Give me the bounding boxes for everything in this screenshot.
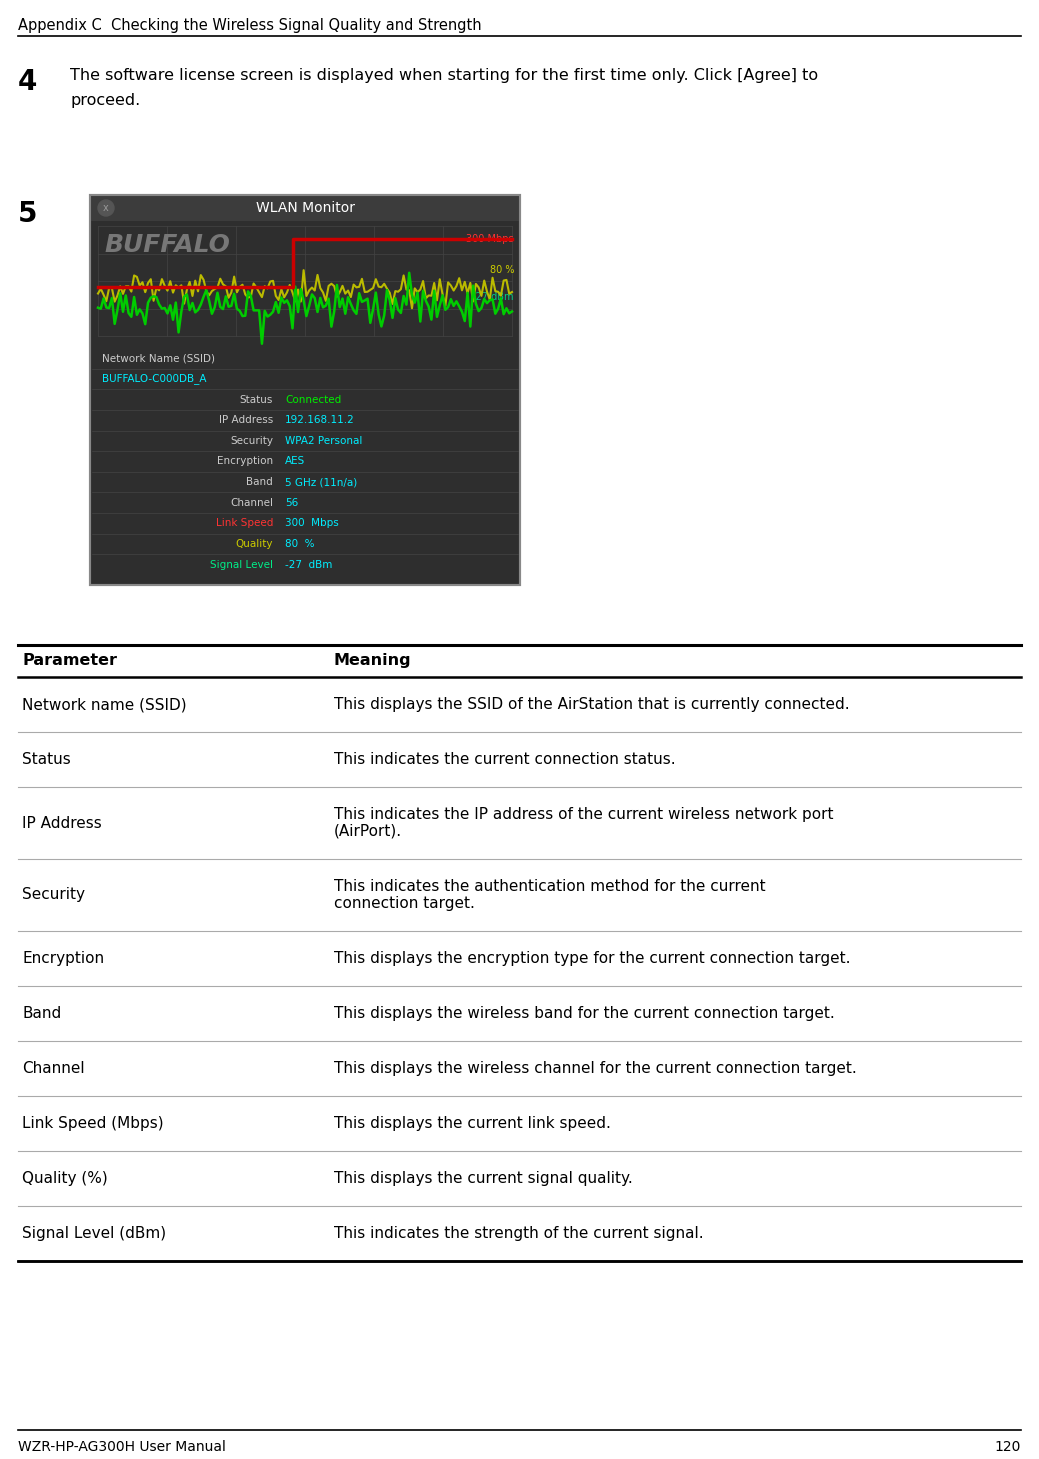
Text: 56: 56 xyxy=(285,498,298,508)
Text: Connected: Connected xyxy=(285,394,342,404)
Text: BUFFALO: BUFFALO xyxy=(104,233,230,257)
Text: 192.168.11.2: 192.168.11.2 xyxy=(285,416,355,425)
Text: WPA2 Personal: WPA2 Personal xyxy=(285,436,363,446)
Text: AES: AES xyxy=(285,457,305,467)
Text: This displays the wireless band for the current connection target.: This displays the wireless band for the … xyxy=(334,1007,834,1021)
Text: This displays the current link speed.: This displays the current link speed. xyxy=(334,1116,611,1131)
Text: This displays the current signal quality.: This displays the current signal quality… xyxy=(334,1172,633,1186)
Text: Link Speed: Link Speed xyxy=(216,518,273,528)
Text: Signal Level (dBm): Signal Level (dBm) xyxy=(22,1226,166,1242)
Text: proceed.: proceed. xyxy=(70,93,140,108)
Text: Link Speed (Mbps): Link Speed (Mbps) xyxy=(22,1116,163,1131)
Text: Status: Status xyxy=(240,394,273,404)
Text: Security: Security xyxy=(231,436,273,446)
Text: Encryption: Encryption xyxy=(217,457,273,467)
Text: This displays the wireless channel for the current connection target.: This displays the wireless channel for t… xyxy=(334,1061,857,1075)
Text: Status: Status xyxy=(22,751,71,767)
Text: This indicates the authentication method for the current: This indicates the authentication method… xyxy=(334,878,766,894)
Text: connection target.: connection target. xyxy=(334,896,475,910)
Text: This indicates the IP address of the current wireless network port: This indicates the IP address of the cur… xyxy=(334,807,833,821)
Text: This indicates the current connection status.: This indicates the current connection st… xyxy=(334,751,675,767)
Text: Quality (%): Quality (%) xyxy=(22,1172,108,1186)
Text: Parameter: Parameter xyxy=(22,654,117,668)
Text: IP Address: IP Address xyxy=(219,416,273,425)
Text: 300 Mbps: 300 Mbps xyxy=(467,235,514,244)
Text: Security: Security xyxy=(22,887,85,903)
Text: Quality: Quality xyxy=(236,538,273,549)
Text: Meaning: Meaning xyxy=(334,654,411,668)
Bar xyxy=(90,196,520,585)
Text: The software license screen is displayed when starting for the first time only. : The software license screen is displayed… xyxy=(70,69,818,83)
Text: (AirPort).: (AirPort). xyxy=(334,824,402,839)
Text: -27 dBm: -27 dBm xyxy=(473,292,514,302)
Text: 5 GHz (11n/a): 5 GHz (11n/a) xyxy=(285,477,357,487)
Text: This indicates the strength of the current signal.: This indicates the strength of the curre… xyxy=(334,1226,703,1242)
Text: Band: Band xyxy=(246,477,273,487)
Text: Network Name (SSID): Network Name (SSID) xyxy=(102,353,215,363)
Text: Network name (SSID): Network name (SSID) xyxy=(22,697,187,712)
Text: Channel: Channel xyxy=(231,498,273,508)
Text: x: x xyxy=(103,203,109,213)
Text: WLAN Monitor: WLAN Monitor xyxy=(256,201,354,214)
Text: Band: Band xyxy=(22,1007,61,1021)
Text: Appendix C  Checking the Wireless Signal Quality and Strength: Appendix C Checking the Wireless Signal … xyxy=(18,18,482,34)
Text: 120: 120 xyxy=(994,1440,1021,1455)
Text: Signal Level: Signal Level xyxy=(210,560,273,569)
Text: Channel: Channel xyxy=(22,1061,84,1075)
Bar xyxy=(90,196,520,585)
Text: 5: 5 xyxy=(18,200,37,228)
Text: This displays the encryption type for the current connection target.: This displays the encryption type for th… xyxy=(334,951,850,966)
Text: 300  Mbps: 300 Mbps xyxy=(285,518,339,528)
Text: This displays the SSID of the AirStation that is currently connected.: This displays the SSID of the AirStation… xyxy=(334,697,850,712)
Text: Encryption: Encryption xyxy=(22,951,104,966)
Text: 4: 4 xyxy=(18,69,37,96)
Text: BUFFALO-C000DB_A: BUFFALO-C000DB_A xyxy=(102,374,207,384)
Text: 80  %: 80 % xyxy=(285,538,315,549)
Circle shape xyxy=(98,200,114,216)
Text: IP Address: IP Address xyxy=(22,816,102,830)
Text: WZR-HP-AG300H User Manual: WZR-HP-AG300H User Manual xyxy=(18,1440,225,1455)
Text: 80 %: 80 % xyxy=(489,264,514,274)
Text: -27  dBm: -27 dBm xyxy=(285,560,332,569)
Bar xyxy=(90,196,520,220)
